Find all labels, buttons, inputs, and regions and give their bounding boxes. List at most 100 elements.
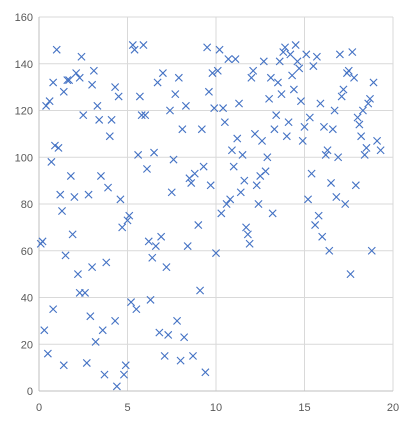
data-point (302, 50, 311, 59)
data-point (196, 286, 205, 295)
y-tick-label: 100 (15, 152, 33, 164)
data-point (153, 78, 162, 87)
data-point (321, 150, 330, 159)
data-point (82, 358, 91, 367)
data-point (70, 192, 79, 201)
y-tick-label: 60 (21, 246, 33, 258)
data-point (86, 312, 95, 321)
data-point (59, 361, 68, 370)
data-point (155, 328, 164, 337)
data-point (261, 167, 270, 176)
data-point (194, 221, 203, 230)
data-point (282, 132, 291, 141)
data-point (369, 78, 378, 87)
x-tick-label: 5 (124, 402, 130, 414)
data-point (284, 118, 293, 127)
data-point (197, 125, 206, 134)
data-point (142, 164, 151, 173)
data-point (116, 195, 125, 204)
data-point (114, 92, 123, 101)
data-point (298, 136, 307, 145)
data-point (362, 143, 371, 152)
data-point (291, 41, 300, 50)
data-point (259, 57, 268, 66)
data-point (49, 78, 58, 87)
data-point (42, 101, 51, 110)
data-point (65, 76, 74, 85)
y-tick-label: 0 (27, 386, 33, 398)
data-point (104, 183, 113, 192)
data-point (84, 190, 93, 199)
data-point (355, 120, 364, 129)
data-point (72, 69, 81, 78)
data-point (351, 181, 360, 190)
data-point (357, 132, 366, 141)
data-point (366, 94, 374, 103)
data-point (314, 211, 323, 220)
data-point (245, 239, 254, 248)
data-point (341, 200, 350, 208)
data-point (111, 316, 120, 325)
data-point (77, 52, 86, 61)
data-point (150, 148, 159, 157)
data-point (222, 200, 231, 208)
x-tick-label: 0 (36, 402, 42, 414)
data-point (328, 125, 337, 134)
data-point (305, 113, 314, 122)
y-tick-label: 160 (15, 12, 33, 24)
data-point (219, 104, 228, 113)
data-point (254, 200, 263, 208)
data-point (231, 55, 240, 64)
data-point (335, 50, 344, 59)
data-point (162, 263, 171, 272)
gridlines (39, 16, 394, 391)
data-point (286, 50, 295, 59)
data-point (68, 230, 77, 239)
data-point (238, 150, 247, 159)
x-tick-label: 10 (210, 402, 222, 414)
data-point (49, 305, 58, 314)
data-point (307, 169, 316, 178)
data-point (95, 115, 104, 124)
data-point (325, 246, 334, 255)
data-point (135, 92, 144, 101)
data-point (318, 232, 327, 241)
data-point (220, 118, 229, 127)
data-point (38, 237, 47, 246)
data-point (311, 221, 320, 230)
data-point (105, 132, 114, 141)
x-tick-label: 20 (387, 402, 399, 414)
data-point (88, 80, 97, 89)
data-point (249, 66, 258, 75)
data-point (183, 242, 192, 251)
data-point (319, 122, 328, 131)
data-point (112, 382, 121, 391)
data-point (56, 190, 65, 199)
data-point (137, 111, 146, 120)
data-point (128, 41, 137, 50)
data-point (58, 207, 66, 216)
data-point (296, 97, 305, 106)
data-point (258, 136, 267, 145)
data-point (89, 66, 98, 75)
data-point (252, 181, 261, 190)
data-point (204, 87, 213, 96)
data-point (157, 232, 166, 241)
data-point (132, 305, 141, 314)
data-point (226, 195, 235, 204)
axes (38, 17, 393, 392)
data-point (167, 188, 176, 197)
data-point (121, 361, 130, 370)
data-point (273, 78, 282, 87)
data-point (330, 106, 339, 115)
data-point (54, 143, 63, 152)
data-point (43, 349, 52, 358)
data-point (236, 188, 245, 197)
data-point (270, 125, 279, 134)
data-point (316, 99, 325, 108)
data-point (346, 270, 355, 279)
data-point (59, 87, 68, 96)
data-point (266, 73, 275, 82)
data-point (295, 64, 304, 73)
data-point (242, 223, 251, 232)
